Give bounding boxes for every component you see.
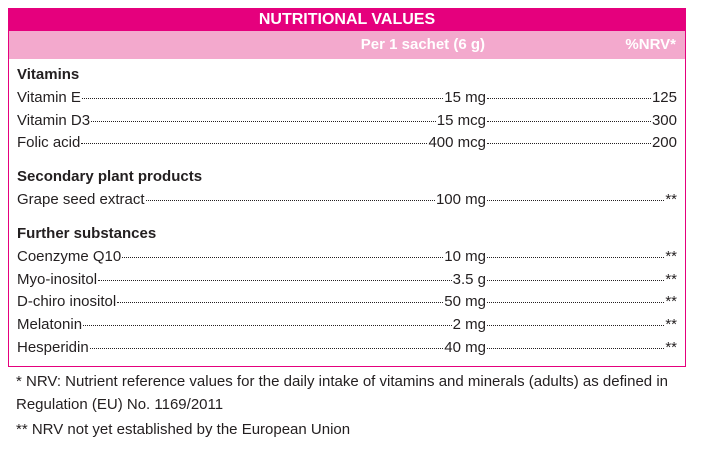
row-right: **	[486, 271, 677, 288]
row-right: **	[486, 248, 677, 265]
row-left: Vitamin D3 15 mcg	[17, 112, 486, 129]
footnote: ** NRV not yet established by the Europe…	[16, 421, 351, 438]
table-title: NUTRITIONAL VALUES	[9, 9, 685, 31]
row-left: Myo-inositol 3.5 g	[17, 271, 486, 288]
leader-dots	[83, 324, 452, 326]
nrv: 200	[651, 134, 677, 152]
row-left: Vitamin E 15 mg	[17, 89, 486, 106]
leader-dots	[122, 256, 444, 258]
leader-dots	[487, 98, 651, 99]
nutrient-name: Myo-inositol	[17, 270, 98, 288]
row-right: 200	[486, 134, 677, 151]
nutrient-name: D-chiro inositol	[17, 293, 117, 311]
nutrient-row: Folic acid 400 mcg 200	[17, 134, 677, 151]
amount: 15 mcg	[436, 111, 486, 129]
nrv: **	[665, 247, 677, 265]
amount: 400 mcg	[428, 134, 486, 152]
leader-dots	[98, 279, 452, 281]
nutrient-name: Hesperidin	[17, 338, 89, 356]
nutrient-name: Vitamin D3	[17, 111, 91, 129]
nutrition-table: NUTRITIONAL VALUES Per 1 sachet (6 g) %N…	[8, 8, 686, 367]
nutrient-row: Myo-inositol 3.5 g **	[17, 271, 677, 288]
nrv: **	[665, 191, 677, 209]
leader-dots	[145, 200, 435, 202]
row-left: Grape seed extract 100 mg	[17, 191, 486, 208]
row-left: D-chiro inositol 50 mg	[17, 293, 486, 310]
amount: 3.5 g	[452, 270, 486, 288]
leader-dots	[487, 120, 651, 122]
nrv: 300	[651, 111, 677, 129]
leader-dots	[487, 200, 665, 202]
leader-dots	[487, 279, 665, 281]
amount-heading: Per 1 sachet (6 g)	[360, 36, 485, 53]
row-right: 300	[486, 112, 677, 129]
amount: 50 mg	[444, 293, 486, 311]
nrv: **	[665, 270, 677, 288]
nutrient-row: Vitamin D3 15 mcg 300	[17, 112, 677, 129]
nutrient-row: Hesperidin 40 mg **	[17, 339, 677, 356]
nrv: **	[665, 338, 677, 356]
nutrient-name: Melatonin	[17, 315, 83, 333]
row-left: Coenzyme Q10 10 mg	[17, 248, 486, 265]
leader-dots	[487, 347, 665, 349]
row-left: Folic acid 400 mcg	[17, 134, 486, 151]
leader-dots	[487, 324, 665, 326]
nutrient-row: Grape seed extract 100 mg **	[17, 191, 677, 208]
leader-dots	[487, 143, 651, 145]
row-right: **	[486, 191, 677, 208]
row-left: Hesperidin 40 mg	[17, 339, 486, 356]
amount: 40 mg	[444, 338, 486, 356]
nutrient-name: Folic acid	[17, 134, 81, 152]
nrv-heading: %NRV*	[625, 36, 676, 53]
nutrient-row: Coenzyme Q10 10 mg **	[17, 248, 677, 265]
leader-dots	[487, 302, 665, 304]
section-heading: Further substances	[17, 224, 157, 242]
leader-dots	[91, 120, 436, 122]
row-right: **	[486, 293, 677, 310]
amount: 100 mg	[435, 191, 486, 209]
column-header: Per 1 sachet (6 g) %NRV*	[9, 31, 685, 59]
nrv: 125	[651, 89, 677, 106]
leader-dots	[89, 347, 444, 349]
leader-dots	[81, 98, 444, 99]
footnote: * NRV: Nutrient reference values for the…	[16, 373, 668, 413]
row-right: 125	[486, 89, 677, 106]
nrv: **	[665, 293, 677, 311]
nutrient-name: Vitamin E	[17, 89, 81, 106]
nutrient-row: Vitamin E 15 mg 125	[17, 89, 677, 106]
nutrient-row: D-chiro inositol 50 mg **	[17, 293, 677, 310]
nutrient-name: Coenzyme Q10	[17, 247, 122, 265]
row-right: **	[486, 316, 677, 333]
amount: 10 mg	[444, 247, 486, 265]
leader-dots	[117, 302, 444, 304]
nrv: **	[665, 315, 677, 333]
leader-dots	[487, 256, 665, 258]
nutrient-row: Melatonin 2 mg **	[17, 316, 677, 333]
section-heading: Secondary plant products	[17, 168, 203, 186]
amount: 15 mg	[444, 89, 486, 106]
row-left: Melatonin 2 mg	[17, 316, 486, 333]
section-heading: Vitamins	[17, 66, 80, 83]
leader-dots	[81, 143, 428, 145]
row-right: **	[486, 339, 677, 356]
nutrient-name: Grape seed extract	[17, 191, 145, 209]
amount: 2 mg	[452, 315, 486, 333]
